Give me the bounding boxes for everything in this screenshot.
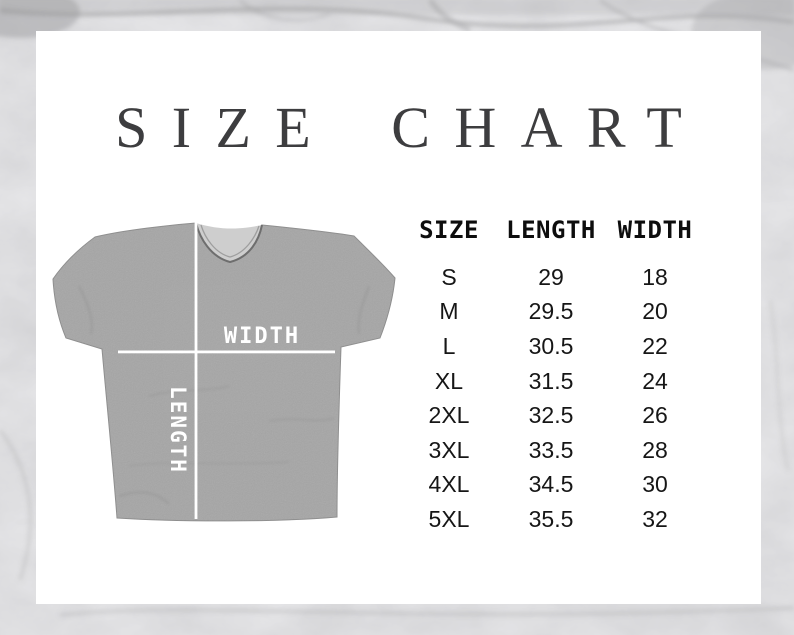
table-cell: 29.5 (528, 298, 574, 325)
table-row: XL 31.5 24 (403, 364, 703, 399)
table-row: 4XL 34.5 30 (403, 468, 703, 503)
table-cell: 20 (642, 298, 668, 325)
shirt-length-label: LENGTH (166, 386, 190, 474)
table-cell: 32.5 (528, 402, 574, 429)
table-row: L 30.5 22 (403, 329, 703, 364)
size-table: SIZE LENGTH WIDTH S 29 18 M 29.5 20 L 30.5 22 XL 3… (403, 210, 703, 537)
table-cell: 28 (642, 436, 668, 463)
size-table-body: S 29 18 M 29.5 20 L 30.5 22 XL 31.5 24 2XL 32.5 26 3XL 3… (403, 260, 703, 537)
table-cell: 29 (538, 263, 564, 290)
width-line (118, 350, 335, 354)
table-cell: 33.5 (528, 436, 574, 463)
table-row: 2XL 32.5 26 (403, 398, 703, 433)
tshirt-figure: WIDTH LENGTH (49, 216, 399, 529)
table-cell: 30 (642, 471, 668, 498)
collar-inner-line (200, 224, 260, 258)
length-line (194, 222, 198, 519)
table-cell: 3XL (428, 436, 470, 463)
size-table-header: SIZE LENGTH WIDTH (403, 210, 703, 250)
table-cell: 22 (642, 332, 668, 359)
table-row: S 29 18 (403, 260, 703, 295)
tshirt-graphic: WIDTH LENGTH (52, 222, 396, 522)
table-cell: 18 (642, 263, 668, 290)
size-chart-card: SIZE CHART (36, 31, 761, 604)
table-cell: XL (434, 367, 464, 394)
collar-outline (195, 222, 263, 264)
column-header-width: WIDTH (617, 216, 693, 244)
table-row: M 29.5 20 (403, 295, 703, 330)
table-cell: 26 (642, 402, 668, 429)
table-cell: 32 (642, 505, 668, 532)
table-cell: 2XL (428, 402, 470, 429)
table-cell: 5XL (428, 505, 470, 532)
table-cell: 24 (642, 367, 668, 394)
table-cell: 35.5 (528, 505, 574, 532)
table-row: 5XL 35.5 32 (403, 502, 703, 537)
table-cell: S (441, 263, 457, 290)
table-cell: 30.5 (528, 332, 574, 359)
table-cell: 31.5 (528, 367, 574, 394)
table-cell: L (442, 332, 456, 359)
table-cell: 34.5 (528, 471, 574, 498)
heather-texture (53, 223, 395, 521)
shirt-width-label: WIDTH (224, 324, 300, 349)
table-row: 3XL 33.5 28 (403, 433, 703, 468)
collar-band (196, 223, 262, 262)
table-cell: 4XL (428, 471, 470, 498)
table-cell: M (439, 298, 459, 325)
shirt-wrinkles (78, 285, 370, 505)
column-header-size: SIZE (419, 216, 479, 244)
page-title: SIZE CHART (115, 95, 707, 160)
column-header-length: LENGTH (506, 216, 596, 244)
